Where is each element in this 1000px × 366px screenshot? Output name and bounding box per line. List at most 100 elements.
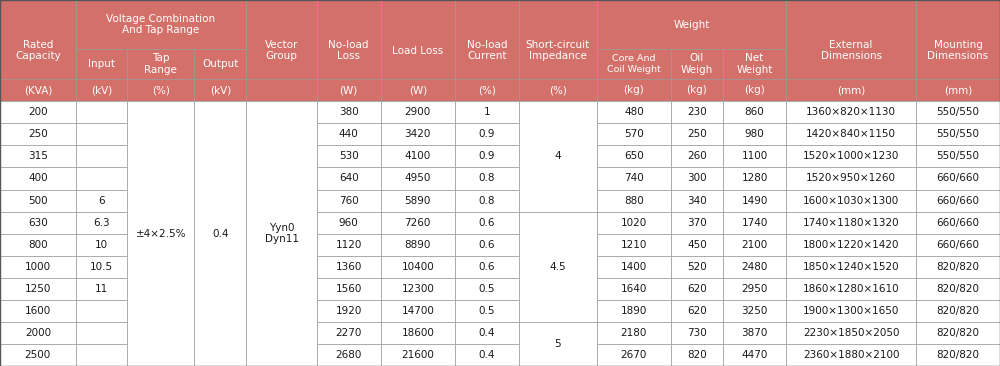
Bar — [317, 0, 381, 101]
Text: 1100: 1100 — [741, 152, 768, 161]
Bar — [381, 322, 455, 344]
Bar — [723, 300, 786, 322]
Bar — [597, 145, 671, 168]
Text: 530: 530 — [339, 152, 359, 161]
Text: (W): (W) — [340, 85, 358, 95]
Text: Net
Weight: Net Weight — [736, 53, 773, 75]
Bar — [455, 212, 519, 234]
Bar — [519, 322, 597, 366]
Text: 5: 5 — [554, 339, 561, 349]
Text: 5890: 5890 — [405, 195, 431, 206]
Text: 10.5: 10.5 — [90, 262, 113, 272]
Text: Load Loss: Load Loss — [392, 46, 443, 56]
Text: 860: 860 — [745, 107, 764, 117]
Bar — [0, 168, 76, 190]
Text: 820/820: 820/820 — [936, 328, 979, 338]
Bar — [0, 0, 76, 101]
Bar — [455, 101, 519, 123]
Bar — [916, 300, 1000, 322]
Text: 660/660: 660/660 — [936, 240, 979, 250]
Bar — [381, 168, 455, 190]
Bar — [76, 168, 127, 190]
Text: 1560: 1560 — [336, 284, 362, 294]
Bar — [671, 344, 723, 366]
Text: 2900: 2900 — [405, 107, 431, 117]
Bar — [723, 49, 786, 79]
Bar — [597, 322, 671, 344]
Text: (%): (%) — [152, 85, 170, 95]
Bar — [786, 234, 916, 256]
Bar — [381, 101, 455, 123]
Bar — [0, 101, 76, 123]
Text: 730: 730 — [687, 328, 707, 338]
Bar — [786, 300, 916, 322]
Bar — [0, 344, 76, 366]
Text: 800: 800 — [28, 240, 48, 250]
Bar — [786, 322, 916, 344]
Text: No-load
Current: No-load Current — [467, 40, 507, 61]
Text: (KVA): (KVA) — [24, 85, 52, 95]
Text: 2500: 2500 — [25, 350, 51, 360]
Text: 400: 400 — [28, 173, 48, 183]
Bar — [76, 101, 127, 123]
Text: 10400: 10400 — [401, 262, 434, 272]
Bar — [0, 145, 76, 168]
Text: (kg): (kg) — [623, 85, 644, 95]
Text: Voltage Combination
And Tap Range: Voltage Combination And Tap Range — [106, 14, 215, 36]
Text: 14700: 14700 — [401, 306, 434, 316]
Text: 1210: 1210 — [621, 240, 647, 250]
Bar — [381, 123, 455, 145]
Text: 0.5: 0.5 — [479, 284, 495, 294]
Text: 660/660: 660/660 — [936, 195, 979, 206]
Bar — [0, 123, 76, 145]
Bar — [671, 234, 723, 256]
Bar — [381, 79, 455, 101]
Bar — [317, 123, 381, 145]
Bar — [671, 49, 723, 79]
Text: 650: 650 — [624, 152, 644, 161]
Text: 260: 260 — [687, 152, 707, 161]
Bar — [786, 168, 916, 190]
Text: 0.4: 0.4 — [479, 328, 495, 338]
Text: 12300: 12300 — [401, 284, 434, 294]
Bar — [317, 101, 381, 123]
Bar — [76, 212, 127, 234]
Text: 0.8: 0.8 — [479, 173, 495, 183]
Bar — [317, 79, 381, 101]
Text: 370: 370 — [687, 218, 707, 228]
Bar — [127, 49, 194, 79]
Bar — [723, 190, 786, 212]
Text: 2270: 2270 — [336, 328, 362, 338]
Text: 1890: 1890 — [621, 306, 647, 316]
Text: 550/550: 550/550 — [936, 129, 979, 139]
Bar — [381, 0, 455, 101]
Text: 3870: 3870 — [741, 328, 768, 338]
Bar — [597, 300, 671, 322]
Bar — [597, 49, 671, 79]
Text: 1640: 1640 — [621, 284, 647, 294]
Bar — [597, 278, 671, 300]
Bar — [916, 0, 1000, 101]
Bar — [455, 190, 519, 212]
Text: No-load
Loss: No-load Loss — [328, 40, 369, 61]
Text: 1000: 1000 — [25, 262, 51, 272]
Bar — [76, 256, 127, 278]
Bar — [0, 212, 76, 234]
Bar — [916, 322, 1000, 344]
Bar — [671, 168, 723, 190]
Bar — [455, 322, 519, 344]
Bar — [455, 123, 519, 145]
Text: 1: 1 — [483, 107, 490, 117]
Text: 1920: 1920 — [336, 306, 362, 316]
Bar — [723, 344, 786, 366]
Bar — [916, 212, 1000, 234]
Bar — [916, 256, 1000, 278]
Bar — [723, 168, 786, 190]
Bar — [246, 79, 317, 101]
Text: 1020: 1020 — [621, 218, 647, 228]
Text: 640: 640 — [339, 173, 359, 183]
Text: 4470: 4470 — [741, 350, 768, 360]
Bar — [786, 344, 916, 366]
Bar — [76, 123, 127, 145]
Bar — [455, 145, 519, 168]
